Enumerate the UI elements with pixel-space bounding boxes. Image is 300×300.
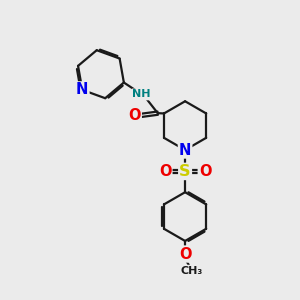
Text: O: O [179,247,191,262]
Text: N: N [179,142,191,158]
Text: O: O [159,164,171,179]
Text: CH₃: CH₃ [181,266,203,276]
Text: NH: NH [132,89,151,99]
Text: O: O [199,164,211,179]
Text: S: S [179,164,191,179]
Text: N: N [76,82,88,98]
Text: O: O [128,108,141,123]
